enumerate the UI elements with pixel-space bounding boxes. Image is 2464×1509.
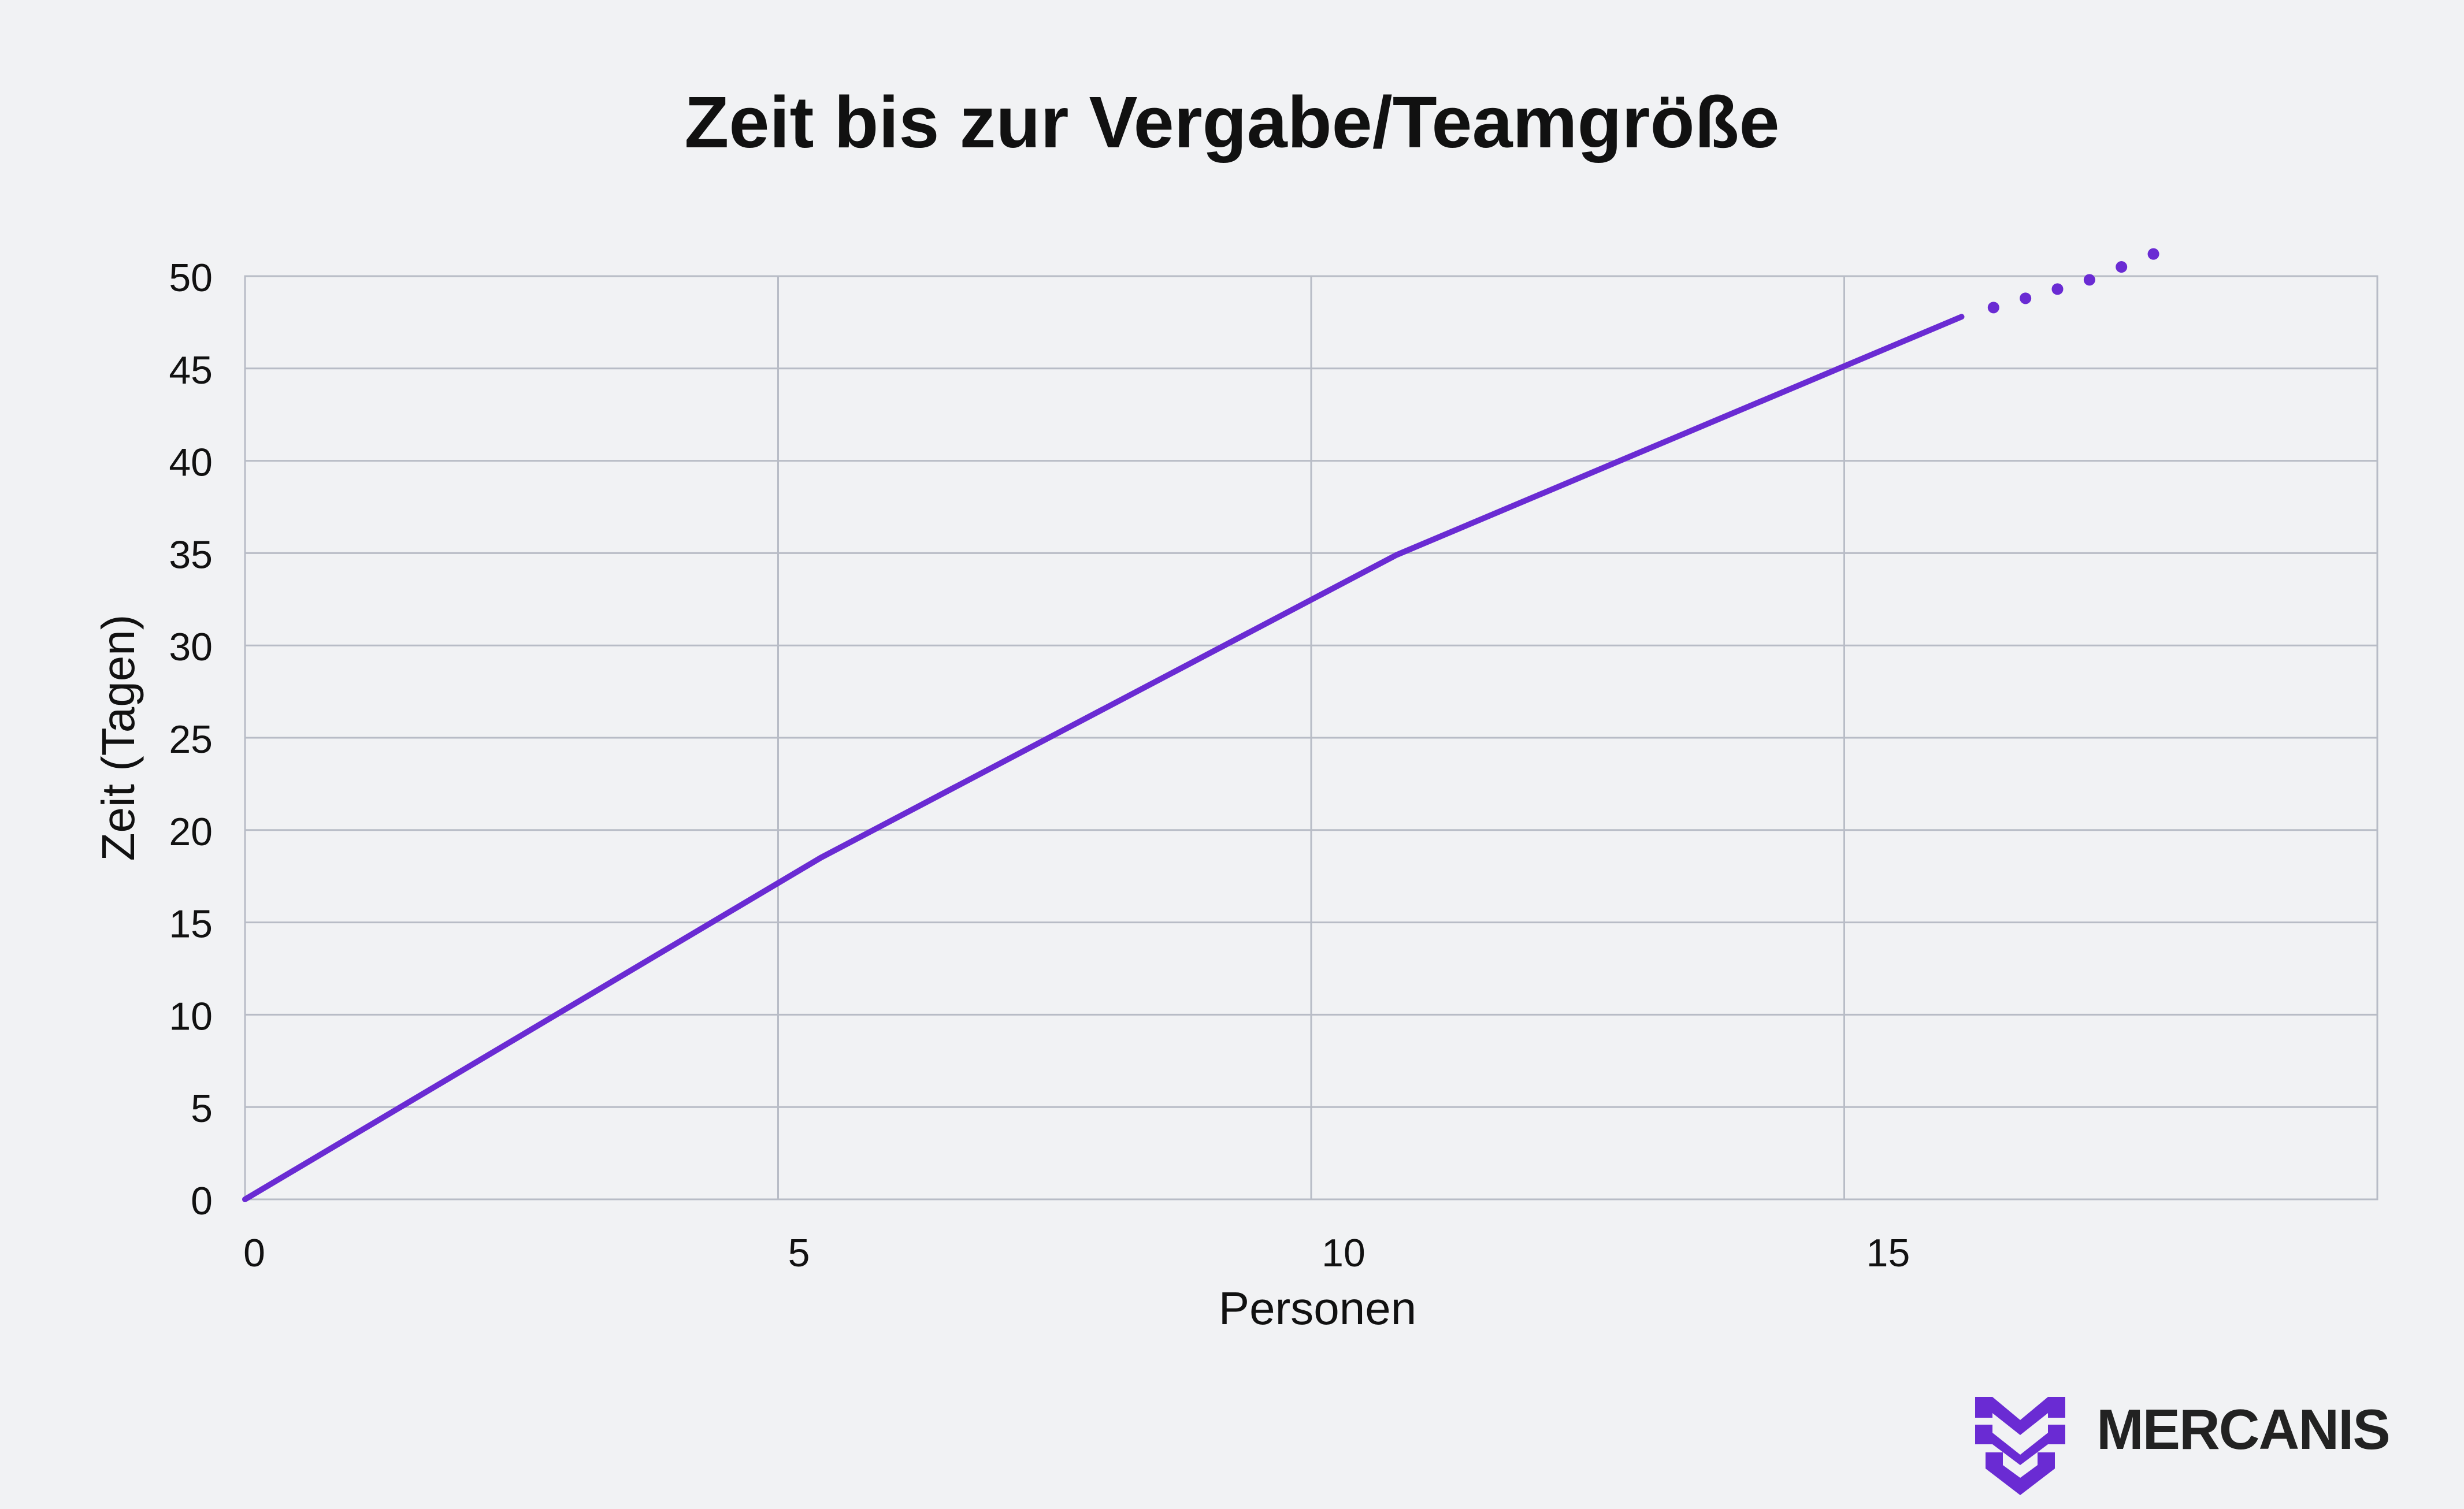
x-tick-label-3: 15: [1866, 1231, 1910, 1275]
brand-wordmark: MERCANIS: [2096, 1398, 2389, 1461]
x-tick-label-1: 5: [788, 1231, 810, 1275]
mercanis-logo-icon: [1975, 1397, 2065, 1495]
y-tick-label-10: 50: [169, 256, 213, 300]
series-1-point-6: [2147, 248, 2159, 260]
series-1-point-2: [2020, 292, 2032, 304]
series-0-line: [242, 314, 1965, 1202]
y-tick-label-2: 10: [169, 994, 213, 1038]
y-tick-label-7: 35: [169, 533, 213, 577]
series-1-point-5: [2116, 261, 2128, 273]
y-tick-label-4: 20: [169, 810, 213, 854]
chart-title: Zeit bis zur Vergabe/Teamgröße: [684, 81, 1779, 163]
y-axis-ticks: 0 5 10 15 20 25 30 35 40 45 50: [169, 256, 213, 1223]
y-tick-label-3: 15: [169, 902, 213, 946]
x-tick-label-0: 0: [243, 1231, 265, 1275]
series-1-point-4: [2083, 274, 2095, 286]
grid-lines: [245, 275, 2377, 1200]
series-layer: [242, 248, 2159, 1202]
y-tick-label-6: 30: [169, 625, 213, 669]
x-axis-label: Personen: [1219, 1283, 1416, 1334]
y-tick-label-0: 0: [191, 1179, 213, 1223]
y-tick-label-9: 45: [169, 348, 213, 392]
y-tick-label-5: 25: [169, 718, 213, 761]
series-1-point-3: [2051, 283, 2064, 295]
series-1-point-1: [1987, 302, 1999, 314]
y-tick-label-8: 40: [169, 441, 213, 485]
x-tick-label-2: 10: [1322, 1231, 1365, 1275]
y-tick-label-1: 5: [191, 1087, 213, 1131]
y-axis-label: Zeit (Tagen): [92, 615, 144, 861]
x-axis-ticks: 0 5 10 15: [243, 1231, 1910, 1275]
